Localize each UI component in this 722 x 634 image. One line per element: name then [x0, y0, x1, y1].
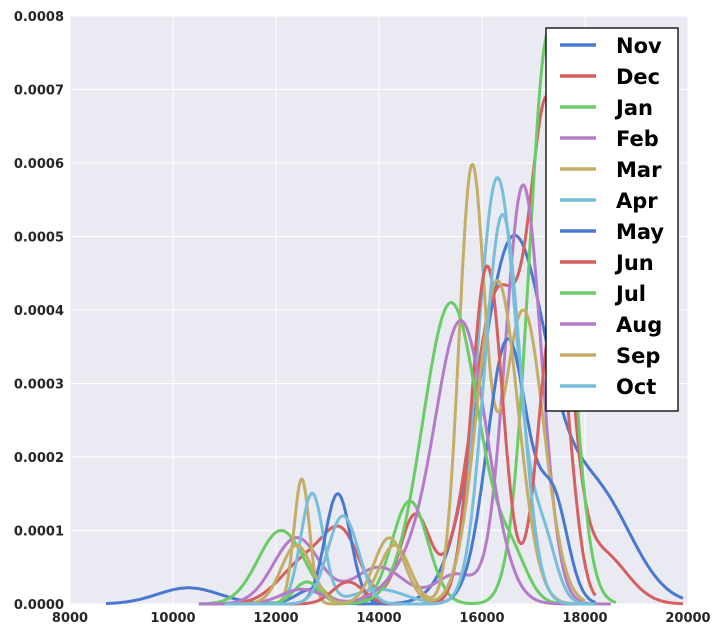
legend-label: Sep — [616, 344, 660, 368]
legend-box — [545, 27, 679, 412]
legend-label: Oct — [616, 375, 656, 399]
legend-label: Feb — [616, 127, 659, 151]
x-tick-label: 16000 — [459, 611, 504, 626]
legend-label: May — [616, 220, 664, 244]
legend-label: Dec — [616, 65, 660, 89]
legend-label: Jul — [614, 282, 646, 306]
x-tick-label: 20000 — [665, 611, 710, 626]
x-tick-label: 12000 — [253, 611, 298, 626]
legend-label: Nov — [616, 34, 662, 58]
legend-label: Jan — [614, 96, 653, 120]
y-axis-tick-labels: 0.0000 0.0001 0.0002 0.0003 0.0004 0.0005 0.00… — [14, 10, 64, 613]
y-tick-label: 0.0003 — [14, 378, 64, 393]
y-tick-label: 0.0007 — [14, 84, 64, 99]
y-tick-label: 0.0004 — [14, 304, 64, 319]
y-tick-label: 0.0001 — [14, 525, 64, 540]
series-line-sep — [224, 279, 586, 606]
series-line-aug — [198, 319, 586, 606]
legend-label: Mar — [616, 158, 662, 182]
legend-label: Aug — [616, 313, 662, 337]
y-tick-label: 0.0008 — [14, 10, 64, 25]
legend-label: Jun — [614, 251, 654, 275]
series-line-oct — [224, 212, 596, 606]
legend: Nov Dec Jan Feb Mar Apr May Jun Jul Aug Sep Oct — [545, 27, 679, 412]
series-line-feb — [208, 183, 612, 606]
y-tick-label: 0.0005 — [14, 231, 64, 246]
y-tick-label: 0.0006 — [14, 157, 64, 172]
y-tick-label: 0.0002 — [14, 451, 64, 466]
y-tick-label: 0.0000 — [14, 598, 64, 613]
legend-label: Apr — [616, 189, 658, 213]
x-axis-tick-labels: 8000 10000 12000 14000 16000 18000 20000 — [52, 611, 711, 626]
x-tick-label: 8000 — [52, 611, 88, 626]
x-tick-label: 18000 — [562, 611, 607, 626]
x-tick-label: 14000 — [356, 611, 401, 626]
x-tick-label: 10000 — [150, 611, 195, 626]
series-line-dec — [224, 95, 684, 606]
